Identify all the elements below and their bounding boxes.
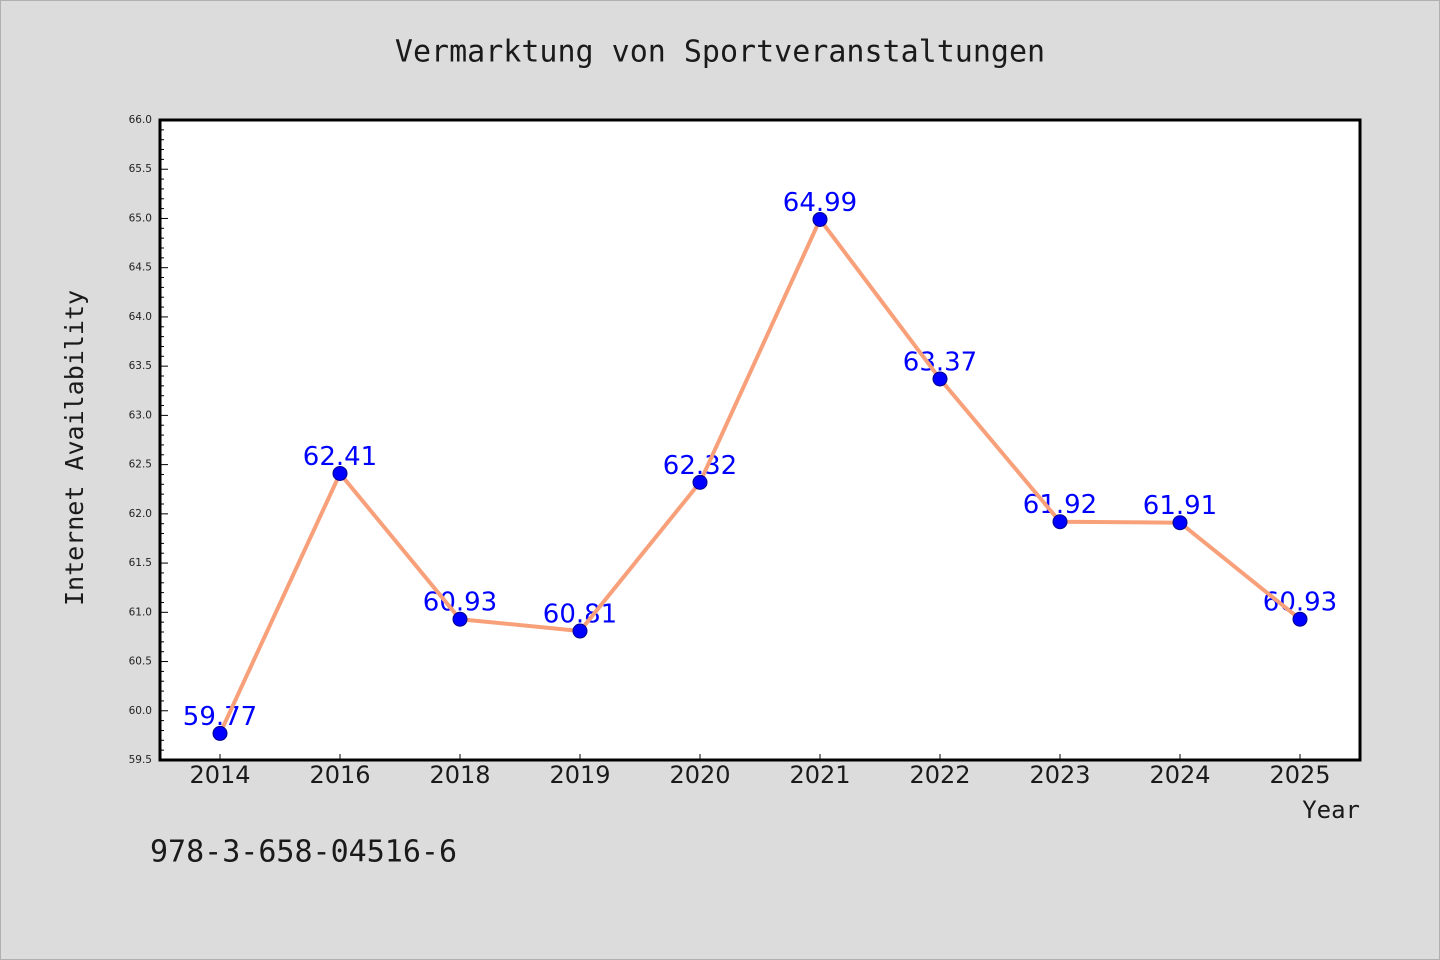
y-tick-label: 61.5 (129, 557, 152, 569)
y-tick-label: 64.5 (129, 262, 152, 274)
y-tick-labels: 59.5 60.0 60.5 61.0 61.5 62.0 62.5 63.0 63.5 64.0… (129, 114, 152, 766)
data-point (692, 474, 708, 490)
plot-area (160, 120, 1360, 760)
y-tick-label: 61.0 (129, 606, 152, 618)
x-tick-labels: 2014 2016 2018 2019 2020 2021 2022 2023 2024 2025 (189, 761, 1330, 789)
chart-title: Vermarktung von Sportveranstaltungen (395, 35, 1045, 70)
data-point (1172, 515, 1188, 531)
plot-frame (158, 118, 1362, 762)
data-points (212, 211, 1308, 741)
y-tick-label: 66.0 (129, 114, 152, 126)
x-tick-label: 2016 (309, 761, 370, 789)
x-axis-label: Year (1302, 796, 1360, 824)
series-line (218, 217, 1302, 736)
y-tick-label: 63.0 (129, 409, 152, 421)
x-tick-label: 2025 (1269, 761, 1330, 789)
y-tick-label: 60.5 (129, 656, 152, 668)
data-point (572, 623, 588, 639)
data-point (932, 371, 948, 387)
x-tick-label: 2024 (1149, 761, 1210, 789)
data-point (452, 611, 468, 627)
y-tick-label: 62.0 (129, 508, 152, 520)
y-tick-label: 65.5 (129, 163, 152, 175)
x-tick-label: 2023 (1029, 761, 1090, 789)
y-tick-label: 59.5 (129, 754, 152, 766)
y-tick-label: 64.0 (129, 311, 152, 323)
annotation-text: 978-3-658-04516-6 (150, 835, 457, 870)
data-point (212, 725, 228, 741)
data-point (1292, 611, 1308, 627)
y-tick-label: 60.0 (129, 705, 152, 717)
y-tick-label: 62.5 (129, 459, 152, 471)
x-tick-label: 2019 (549, 761, 610, 789)
x-tick-label: 2018 (429, 761, 490, 789)
data-point (812, 211, 828, 227)
y-tick-label: 65.0 (129, 212, 152, 224)
data-point (332, 465, 348, 481)
x-tick-label: 2020 (669, 761, 730, 789)
data-point (1052, 514, 1068, 530)
y-axis-label: Internet Availability (60, 290, 89, 606)
x-tick-label: 2021 (789, 761, 850, 789)
y-tick-label: 63.5 (129, 360, 152, 372)
x-tick-label: 2022 (909, 761, 970, 789)
x-tick-label: 2014 (189, 761, 250, 789)
